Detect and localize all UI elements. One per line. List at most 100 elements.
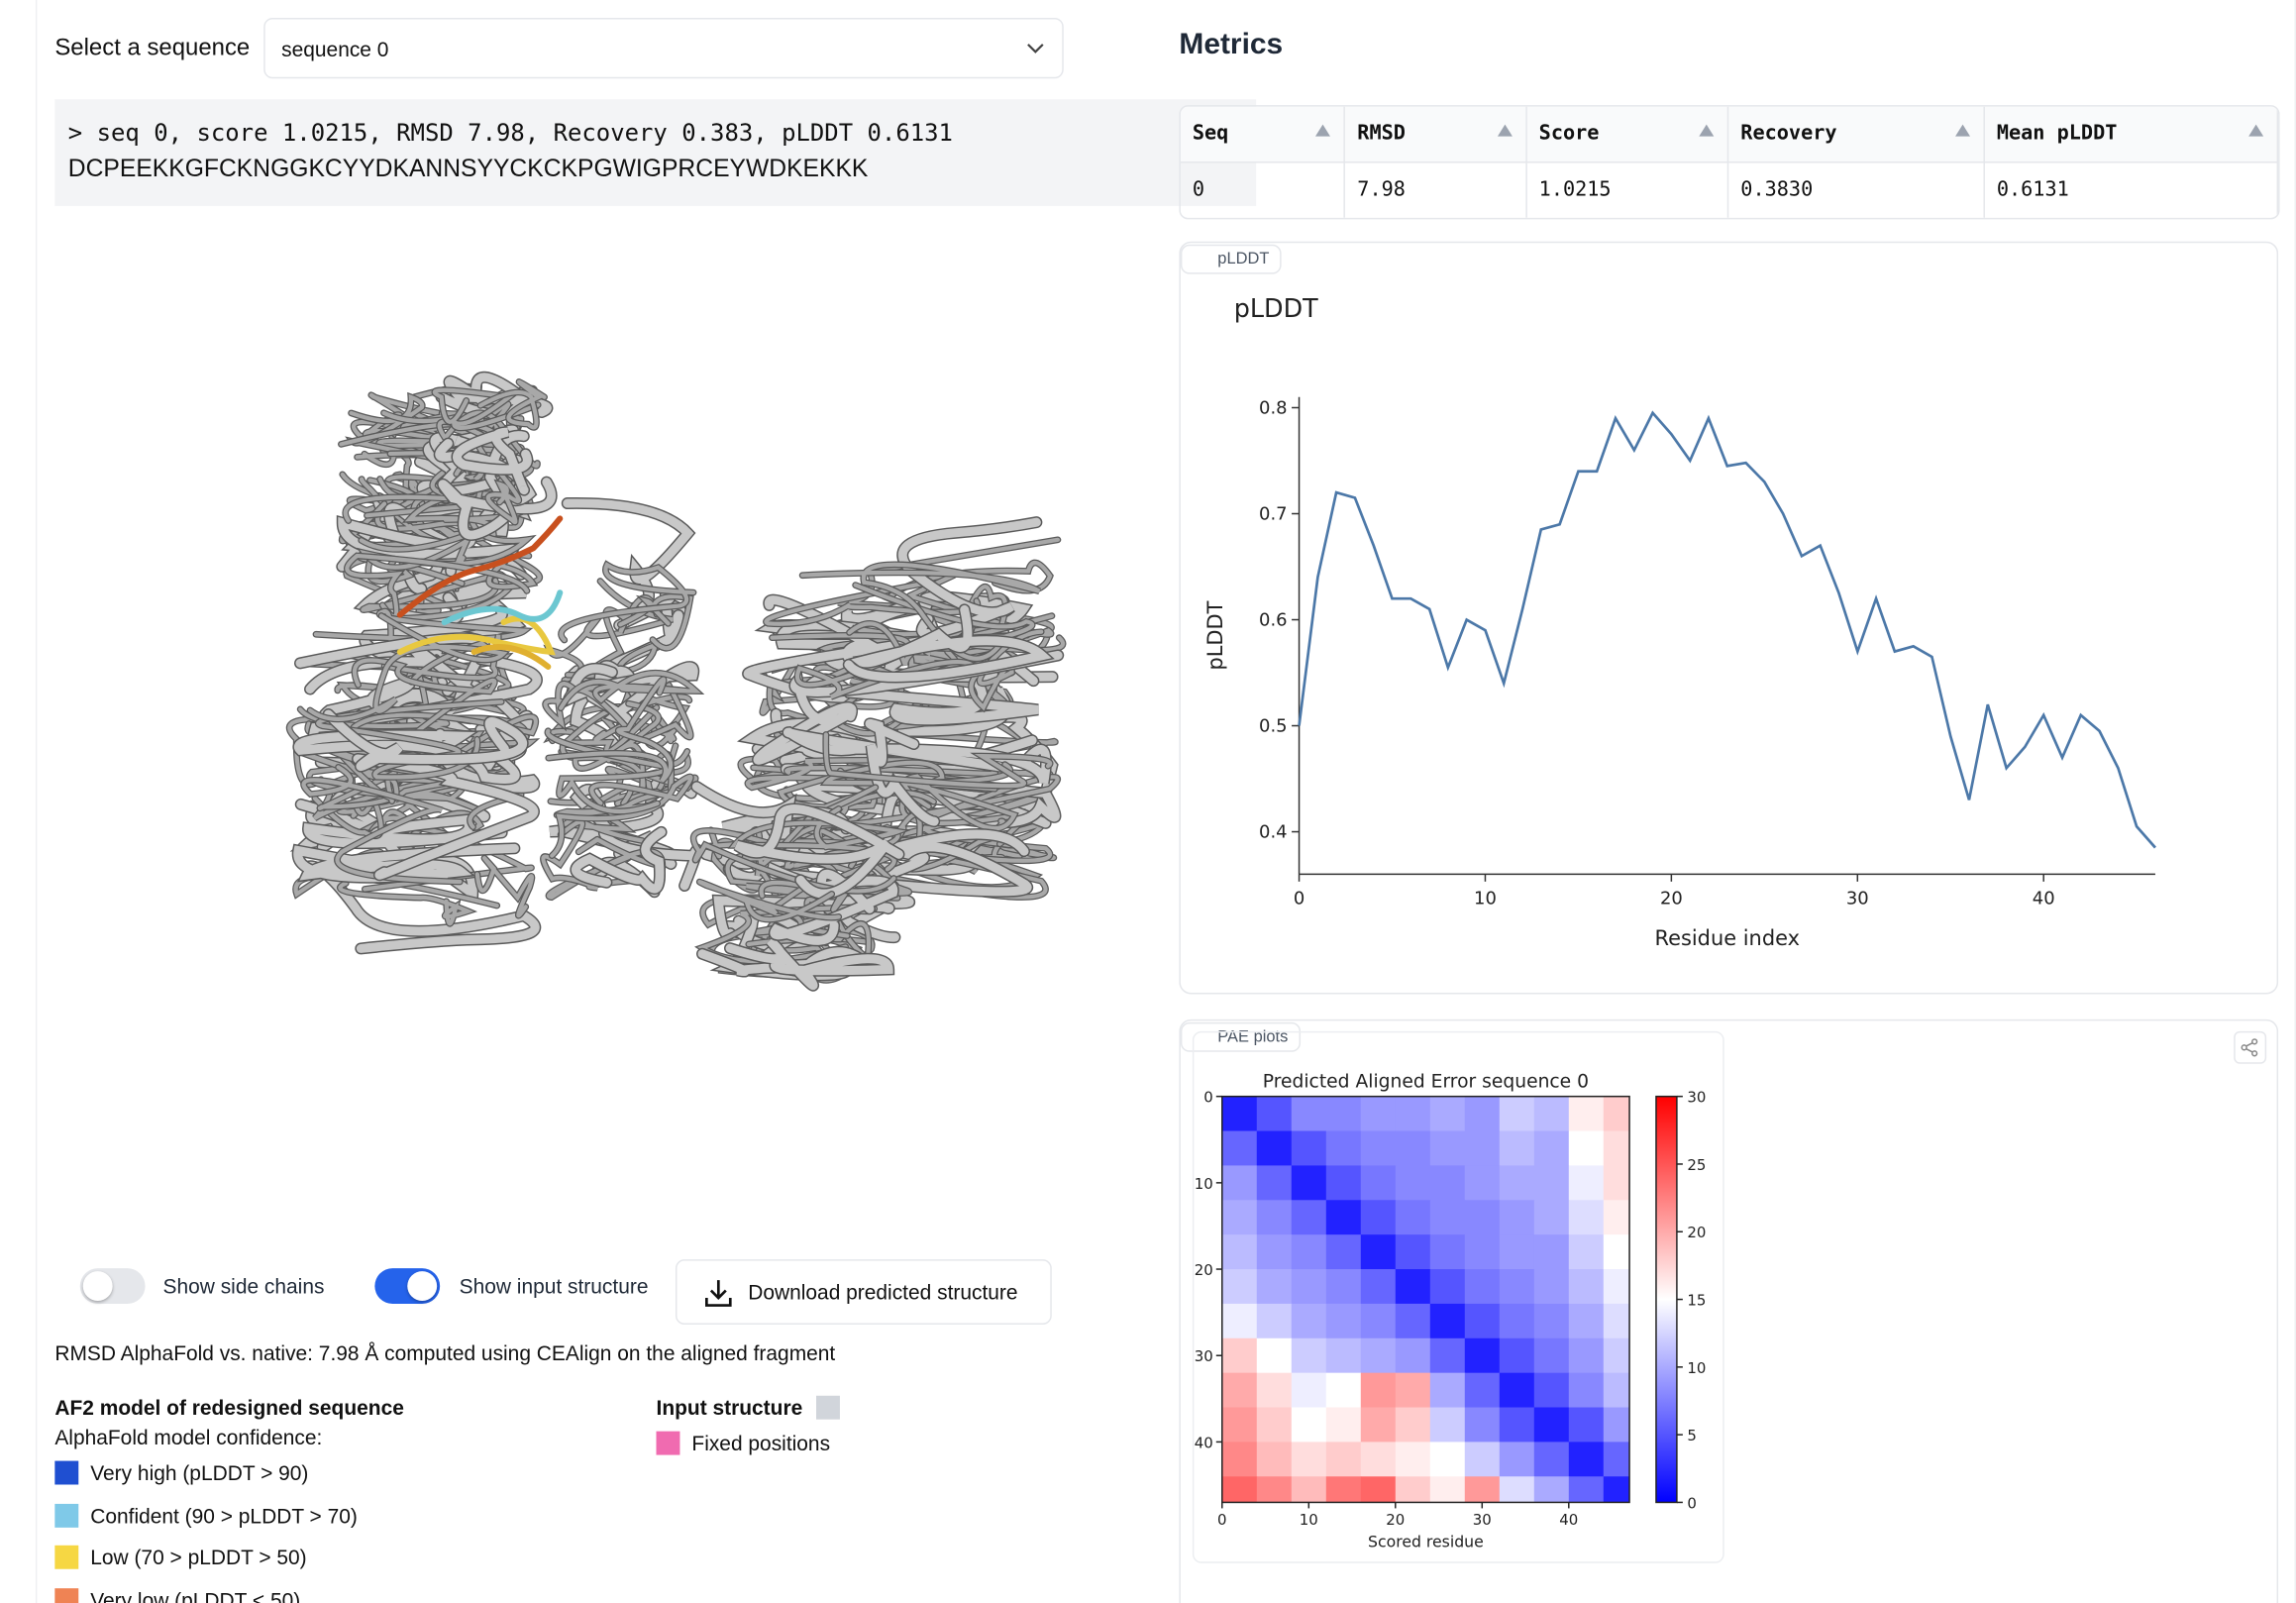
structure-ribbon-outline bbox=[616, 592, 694, 652]
structure-ribbon-outline bbox=[768, 613, 1034, 675]
download-button[interactable]: Download predicted structure bbox=[675, 1259, 1052, 1325]
structure-ribbon-outline bbox=[752, 709, 954, 784]
structure-ribbon-outline bbox=[437, 476, 558, 541]
structure-ribbon-outline bbox=[558, 560, 697, 644]
column-header[interactable]: Mean pLDDT bbox=[1984, 106, 2279, 162]
structure-ribbon bbox=[780, 712, 1058, 818]
column-header[interactable]: Recovery bbox=[1727, 106, 1985, 162]
structure-ribbon-outline bbox=[750, 728, 1054, 781]
structure-ribbon bbox=[897, 517, 1041, 639]
structure-ribbon-outline bbox=[334, 681, 527, 721]
structure-ribbon-outline bbox=[724, 849, 912, 897]
sort-icon bbox=[2248, 124, 2264, 137]
structure-ribbon bbox=[294, 827, 477, 903]
structure-ribbon bbox=[571, 661, 640, 761]
rmsd-note: RMSD AlphaFold vs. native: 7.98 Å comput… bbox=[54, 1340, 836, 1365]
structure-ribbon bbox=[302, 861, 540, 953]
structure-ribbon bbox=[769, 814, 988, 866]
structure-ribbon-outline bbox=[822, 731, 1054, 790]
structure-ribbon-outline bbox=[542, 680, 632, 733]
structure-ribbon bbox=[337, 530, 464, 625]
structure-ribbon bbox=[571, 827, 667, 894]
structure-ribbon bbox=[758, 593, 1032, 661]
structure-ribbon-outline bbox=[306, 612, 511, 723]
sequence-select[interactable]: sequence 0 bbox=[263, 17, 1064, 79]
structure-ribbon bbox=[746, 897, 871, 964]
structure-ribbon bbox=[842, 603, 962, 652]
structure-ribbon bbox=[753, 728, 914, 794]
column-header[interactable]: Score bbox=[1525, 106, 1729, 162]
structure-ribbon-outline bbox=[564, 640, 691, 769]
structure-ribbon-outline bbox=[342, 449, 506, 524]
structure-ribbon-outline bbox=[307, 720, 497, 805]
structure-ribbon bbox=[734, 901, 892, 983]
structure-ribbon-outline bbox=[846, 582, 1036, 667]
structure-ribbon bbox=[760, 660, 974, 717]
structure-ribbon-outline bbox=[473, 854, 536, 919]
structure-ribbon-outline bbox=[432, 385, 525, 461]
structure-ribbon bbox=[398, 386, 537, 430]
structure-ribbon-outline bbox=[819, 621, 1059, 684]
structure-ribbon-outline bbox=[300, 860, 542, 955]
structure-ribbon-outline bbox=[699, 882, 901, 929]
structure-ribbon bbox=[719, 930, 862, 977]
column-header[interactable]: Seq bbox=[1180, 106, 1346, 162]
structure-ribbon bbox=[365, 555, 537, 589]
structure-ribbon bbox=[711, 824, 857, 893]
structure-ribbon-outline bbox=[304, 666, 439, 736]
structure-ribbon-outline bbox=[799, 673, 1039, 726]
side-chains-toggle[interactable] bbox=[79, 1268, 146, 1305]
structure-view bbox=[285, 371, 1067, 992]
structure-ribbon bbox=[410, 679, 533, 778]
structure-ribbon bbox=[772, 709, 1051, 828]
structure-ribbon bbox=[865, 718, 939, 826]
structure-ribbon-outline bbox=[753, 832, 1058, 877]
sort-icon bbox=[1315, 124, 1331, 137]
structure-ribbon bbox=[784, 775, 1026, 834]
structure-ribbon bbox=[546, 837, 665, 900]
structure-ribbon bbox=[338, 481, 530, 559]
structure-ribbon bbox=[332, 712, 529, 749]
structure-ribbon bbox=[311, 712, 538, 775]
structure-ribbon-outline bbox=[696, 878, 843, 923]
structure-ribbon bbox=[573, 701, 661, 795]
structure-ribbon-outline bbox=[711, 894, 901, 944]
structure-ribbon bbox=[432, 387, 541, 430]
structure-ribbon-outline bbox=[361, 808, 535, 893]
structure-ribbon bbox=[433, 387, 524, 459]
structure-ribbon bbox=[725, 937, 893, 991]
legend-label: Low (70 > pLDDT > 50) bbox=[90, 1545, 307, 1569]
structure-ribbon-outline bbox=[429, 431, 524, 497]
structure-ribbon bbox=[571, 785, 702, 891]
sort-icon bbox=[1954, 124, 1970, 137]
column-header[interactable]: RMSD bbox=[1344, 106, 1527, 162]
structure-ribbon-outline bbox=[569, 784, 703, 892]
structure-ribbon-outline bbox=[382, 499, 509, 595]
structure-ribbon bbox=[438, 478, 557, 540]
structure-ribbon bbox=[316, 703, 446, 769]
structure-ribbon-highlight bbox=[396, 615, 556, 656]
structure-ribbon bbox=[743, 595, 945, 702]
structure-ribbon-outline bbox=[633, 688, 681, 750]
structure-ribbon bbox=[817, 683, 1011, 759]
structure-ribbon-outline bbox=[306, 733, 530, 813]
structure-ribbon bbox=[783, 775, 1060, 828]
structure-ribbon-outline bbox=[733, 802, 905, 901]
structure-ribbon-outline bbox=[294, 632, 490, 707]
structure-ribbon-outline bbox=[759, 659, 975, 718]
structure-ribbon bbox=[306, 652, 516, 700]
metrics-title: Metrics bbox=[1179, 28, 1284, 61]
structure-ribbon-outline bbox=[410, 381, 502, 472]
table: Seq RMSD Score Recovery Mean pLDDT 0 7.98 1.021… bbox=[1180, 106, 2279, 218]
structure-ribbon bbox=[287, 716, 473, 788]
structure-ribbon-outline bbox=[436, 409, 541, 470]
structure-ribbon-outline bbox=[949, 648, 1027, 717]
structure-ribbon bbox=[560, 785, 645, 843]
toggle-knob bbox=[407, 1271, 438, 1302]
share-icon bbox=[2241, 1038, 2258, 1057]
structure-ribbon-outline bbox=[476, 378, 548, 431]
structure-ribbon-outline bbox=[765, 850, 904, 939]
structure-ribbon bbox=[324, 690, 457, 748]
input-structure-toggle[interactable] bbox=[374, 1268, 441, 1305]
share-button[interactable] bbox=[2234, 1030, 2267, 1064]
